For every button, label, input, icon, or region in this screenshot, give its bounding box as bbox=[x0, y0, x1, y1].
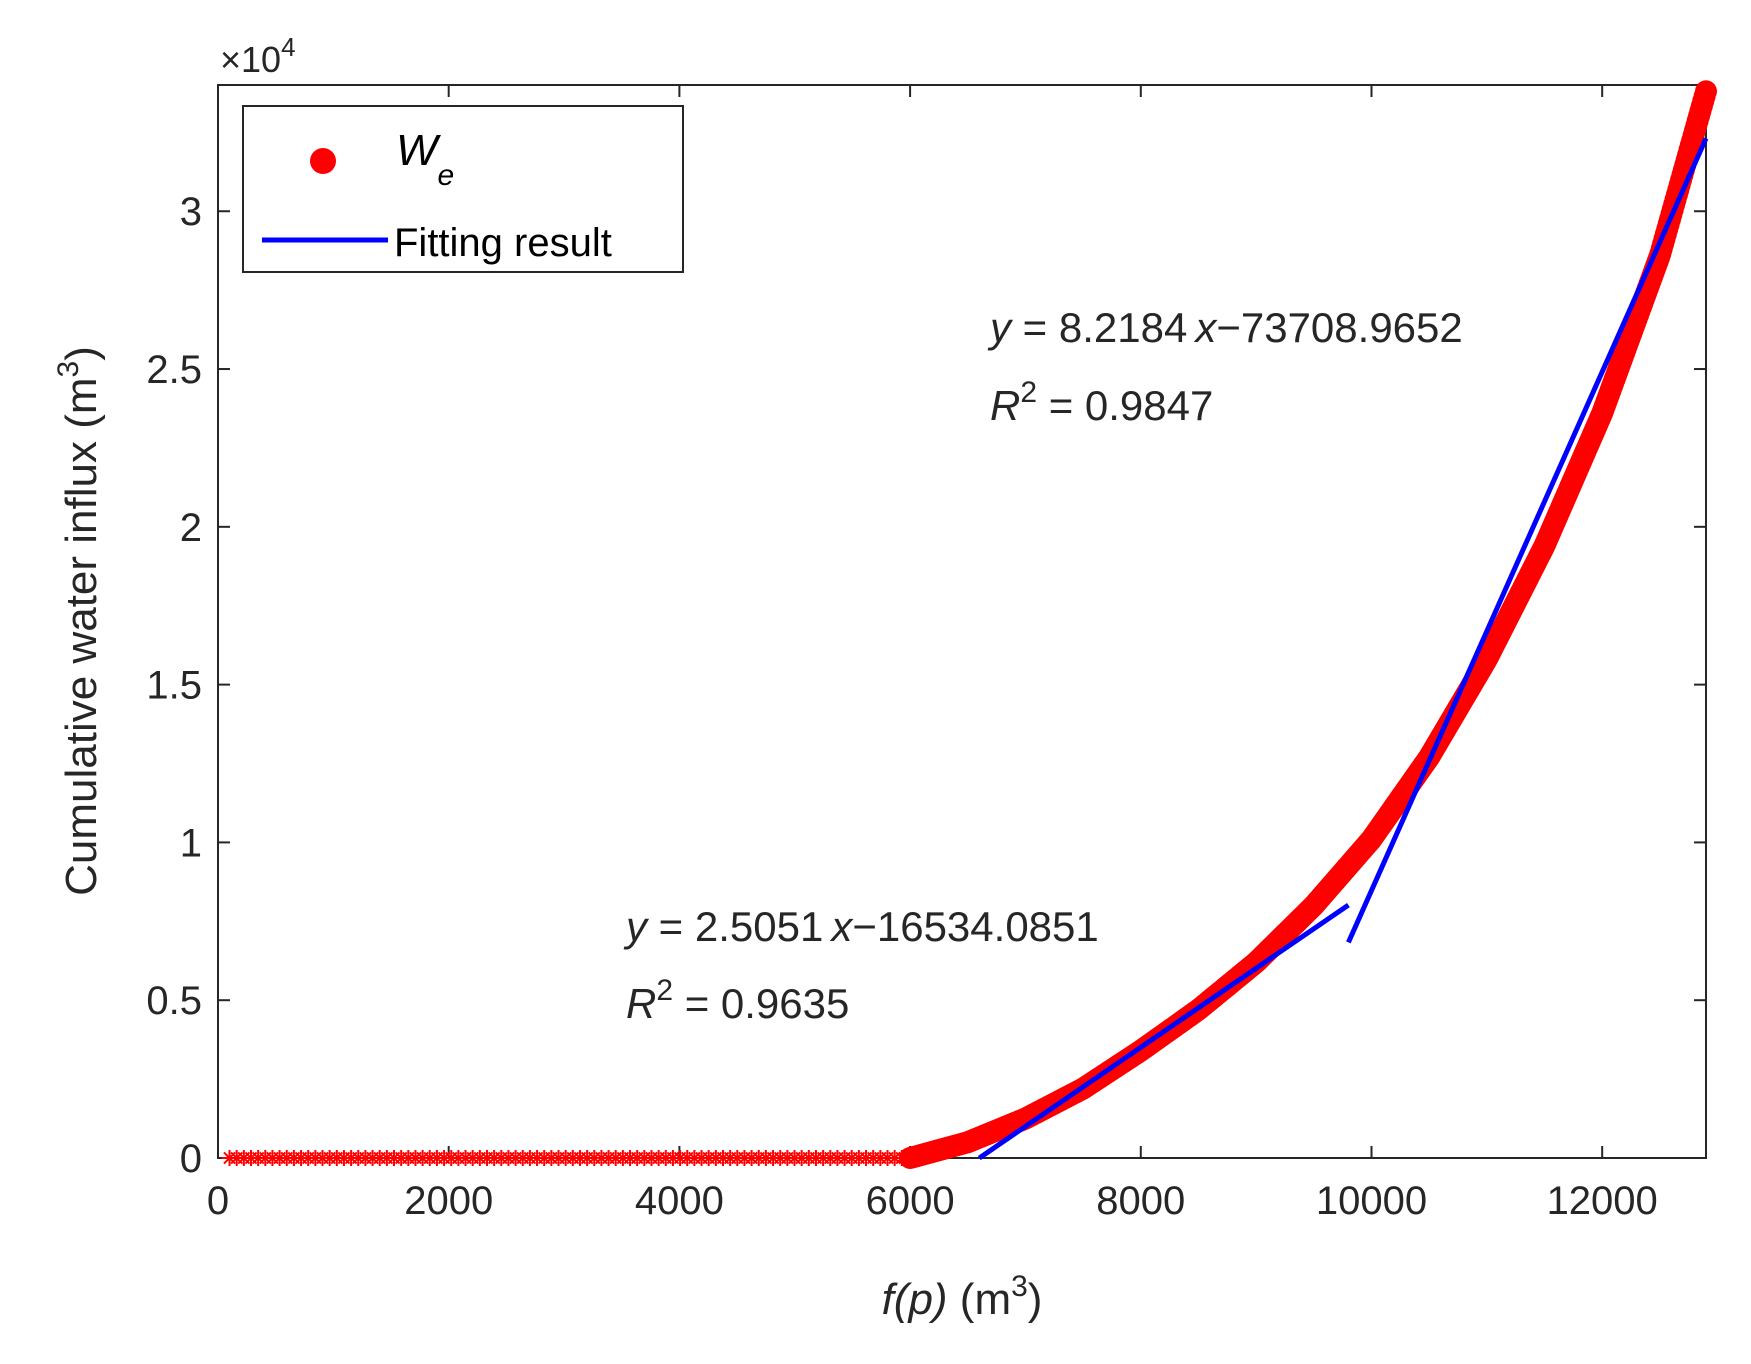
legend-box bbox=[242, 105, 684, 273]
fit-line-1 bbox=[977, 902, 1350, 1161]
y-tick-label: 0.5 bbox=[146, 979, 202, 1023]
x-tick-label: 10000 bbox=[1316, 1179, 1427, 1223]
x-tick-label: 12000 bbox=[1547, 1179, 1658, 1223]
y-tick-label: 1.5 bbox=[146, 664, 202, 708]
y-exponent-label: ×104 bbox=[220, 32, 296, 80]
y-tick-label: 2.5 bbox=[146, 348, 202, 392]
y-axis-label: Cumulative water influx (m3) bbox=[52, 346, 106, 896]
fit-r2-upper: R2 = 0.9847 bbox=[990, 376, 1213, 429]
y-tick-label: 2 bbox=[180, 506, 202, 550]
x-axis-label: f(p) (m3) bbox=[882, 1270, 1043, 1324]
legend-label-we: We bbox=[396, 126, 454, 192]
x-tick-labels: 0 2000 4000 6000 8000 10000 12000 bbox=[207, 1179, 1658, 1223]
y-tick-label: 3 bbox=[180, 190, 202, 234]
we-point bbox=[1695, 80, 1717, 103]
legend: We Fitting result bbox=[242, 105, 684, 273]
fit-equation-upper: y = 8.2184 x−73708.9652 bbox=[987, 304, 1463, 351]
y-tick-label: 0 bbox=[180, 1137, 202, 1181]
asterisk-series bbox=[221, 1150, 917, 1166]
x-tick-label: 0 bbox=[207, 1179, 229, 1223]
fit-r2-lower: R2 = 0.9635 bbox=[626, 974, 849, 1027]
y-tick-labels: 0 0.5 1 1.5 2 2.5 3 bbox=[146, 190, 202, 1181]
fit-equation-lower: y = 2.5051 x−16534.0851 bbox=[623, 903, 1099, 950]
legend-marker-we bbox=[310, 148, 336, 174]
x-tick-label: 4000 bbox=[635, 1179, 724, 1223]
x-tick-label: 6000 bbox=[866, 1179, 955, 1223]
x-tick-label: 2000 bbox=[404, 1179, 493, 1223]
x-tick-label: 8000 bbox=[1096, 1179, 1185, 1223]
y-tick-label: 1 bbox=[180, 821, 202, 865]
fit-layer bbox=[977, 137, 1709, 1161]
fit-line-2 bbox=[1346, 137, 1709, 944]
legend-label-fit: Fitting result bbox=[394, 221, 612, 265]
